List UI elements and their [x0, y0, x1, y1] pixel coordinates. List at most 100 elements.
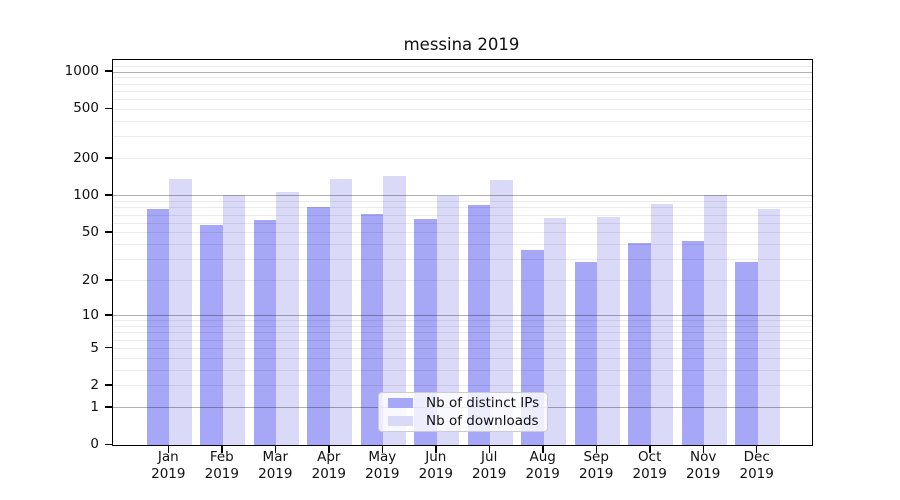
y-tick-mark: [105, 443, 112, 446]
chart-title: messina 2019: [403, 35, 520, 54]
y-tick-mark: [105, 279, 112, 281]
gridline-minor: [113, 77, 812, 79]
x-tick-mark: [381, 445, 383, 453]
gridline-major: [113, 195, 812, 197]
y-tick-mark: [105, 314, 112, 316]
gridline-minor: [113, 83, 812, 85]
legend-swatch-distinct-ips: [388, 398, 413, 408]
x-tick-mark: [221, 445, 223, 453]
gridline-minor: [113, 201, 812, 203]
y-tick-label: 50: [81, 223, 99, 240]
bar-downloads-sep: [597, 216, 620, 445]
bar-downloads-mar: [276, 191, 299, 445]
legend-item-downloads: Nb of downloads: [388, 412, 547, 429]
legend-item-distinct-ips: Nb of distinct IPs: [388, 394, 547, 411]
bar-distinct-ips-feb: [200, 225, 223, 445]
bar-downloads-nov: [704, 195, 727, 445]
gridline-minor: [113, 357, 812, 359]
gridline-minor: [113, 66, 812, 68]
y-tick-label: 200: [73, 149, 99, 166]
bar-distinct-ips-nov: [681, 240, 705, 445]
legend-label-downloads: Nb of downloads: [426, 412, 539, 429]
y-tick-label: 1: [90, 398, 99, 415]
gridline-minor: [113, 244, 812, 246]
y-tick-label: 20: [81, 271, 99, 288]
x-tick-mark: [702, 445, 704, 453]
bar-downloads-may: [383, 176, 406, 445]
y-tick-label: 500: [73, 100, 99, 117]
y-tick-mark: [105, 384, 112, 386]
y-tick-label: 0: [90, 436, 99, 453]
y-tick-mark: [105, 231, 112, 233]
gridline-minor: [113, 207, 812, 209]
bar-downloads-aug: [543, 218, 567, 445]
x-tick-mark: [167, 445, 170, 453]
bar-distinct-ips-dec: [735, 261, 758, 445]
bar-downloads-jul: [490, 179, 513, 445]
bar-distinct-ips-jan: [146, 209, 170, 445]
y-tick-label: 2: [90, 376, 99, 393]
y-tick-mark: [105, 406, 112, 408]
y-tick-mark: [105, 157, 112, 159]
x-tick-label: Jun 2019: [418, 449, 453, 482]
bar-distinct-ips-apr: [307, 207, 330, 445]
y-tick-mark: [105, 107, 112, 110]
legend-label-distinct-ips: Nb of distinct IPs: [426, 394, 540, 411]
bar-distinct-ips-oct: [628, 243, 651, 445]
gridline-minor: [113, 348, 812, 349]
gridline-minor: [113, 214, 812, 216]
gridline-minor: [113, 339, 812, 341]
y-tick-label: 5: [90, 339, 99, 356]
x-tick-mark: [328, 445, 330, 453]
x-tick-label: Mar 2019: [258, 449, 293, 482]
x-tick-mark: [595, 445, 597, 453]
y-tick-label: 10: [81, 306, 99, 323]
gridline-minor: [113, 385, 812, 387]
x-tick-label: Jan 2019: [151, 449, 186, 482]
legend: Nb of distinct IPs Nb of downloads: [378, 392, 548, 432]
x-tick-label: Dec 2019: [739, 449, 774, 482]
bar-distinct-ips-jun: [414, 218, 437, 445]
x-tick-mark: [649, 445, 651, 453]
bar-downloads-apr: [329, 178, 353, 445]
x-tick-label: May 2019: [365, 449, 400, 482]
gridline-minor: [113, 332, 812, 334]
x-tick-mark: [274, 445, 276, 453]
x-tick-label: Nov 2019: [686, 449, 721, 482]
gridline-minor: [113, 108, 812, 110]
gridline-minor: [113, 232, 812, 234]
y-tick-label: 100: [73, 186, 99, 203]
gridline-minor: [113, 320, 812, 322]
gridline-major: [113, 315, 812, 317]
bar-downloads-feb: [222, 194, 246, 445]
gridline-minor: [113, 120, 812, 122]
gridline-minor: [113, 369, 812, 371]
bar-downloads-dec: [757, 209, 781, 445]
x-tick-label: Sep 2019: [579, 449, 614, 482]
gridline-minor: [113, 280, 812, 282]
gridline-minor: [113, 136, 812, 138]
x-tick-mark: [755, 445, 758, 453]
plot-area: Nb of distinct IPs Nb of downloads: [112, 59, 813, 446]
x-tick-label: Aug 2019: [525, 449, 560, 482]
y-tick-label: 1000: [64, 63, 99, 79]
bar-downloads-jan: [169, 179, 192, 445]
gridline-minor: [113, 158, 812, 160]
y-tick-mark: [105, 346, 112, 349]
y-tick-mark: [105, 194, 112, 196]
y-tick-mark: [105, 70, 112, 72]
gridline-minor: [113, 259, 812, 261]
x-tick-mark: [435, 445, 437, 453]
gridline-minor: [113, 326, 812, 328]
bar-downloads-jun: [436, 195, 460, 445]
bar-distinct-ips-sep: [574, 261, 598, 445]
x-tick-mark: [542, 445, 544, 453]
x-tick-label: Apr 2019: [311, 449, 346, 482]
bar-distinct-ips-mar: [253, 219, 277, 445]
bar-distinct-ips-jul: [467, 205, 491, 445]
x-tick-label: Feb 2019: [204, 449, 239, 482]
bar-downloads-oct: [650, 204, 674, 445]
gridline-minor: [113, 99, 812, 101]
gridline-minor: [113, 90, 812, 92]
